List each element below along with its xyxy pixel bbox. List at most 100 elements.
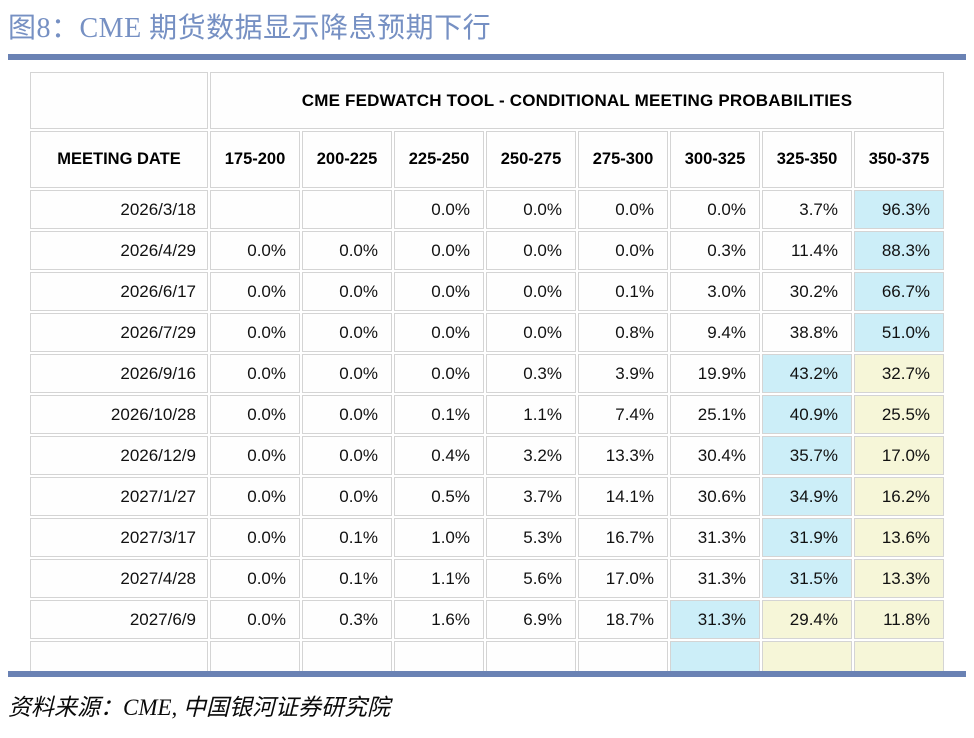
meeting-date-cell: 2027/3/17	[30, 518, 208, 557]
probability-cell: 17.0%	[578, 559, 668, 598]
probability-cell: 40.9%	[762, 395, 852, 434]
rate-range-header: 225-250	[394, 131, 484, 188]
probability-cell: 7.4%	[578, 395, 668, 434]
probability-cell: 11.4%	[762, 231, 852, 270]
table-row: 2026/3/18 0.0% 0.0% 0.0% 0.0% 3.7% 96.3%	[30, 190, 945, 229]
probability-cell: 66.7%	[854, 272, 945, 311]
probability-cell: 3.7%	[762, 190, 852, 229]
probability-cell: 31.3%	[670, 559, 760, 598]
fedwatch-table-container: CME FEDWATCH TOOL - CONDITIONAL MEETING …	[28, 70, 947, 671]
meeting-date-cell: 2027/1/27	[30, 477, 208, 516]
table-row: 2026/10/28 0.0% 0.0% 0.1% 1.1% 7.4% 25.1% 40.9%…	[30, 395, 945, 434]
probability-cell: 31.5%	[762, 559, 852, 598]
probability-cell: 30.2%	[762, 272, 852, 311]
probability-cell: 6.9%	[486, 600, 576, 639]
probability-cell	[486, 641, 576, 671]
probability-cell: 5.6%	[486, 559, 576, 598]
probability-cell: 13.3%	[578, 436, 668, 475]
probability-cell	[670, 641, 760, 671]
meeting-date-cell: 2026/10/28	[30, 395, 208, 434]
probability-cell: 3.9%	[578, 354, 668, 393]
probability-cell: 0.0%	[210, 600, 300, 639]
probability-cell: 29.4%	[762, 600, 852, 639]
probability-cell: 3.2%	[486, 436, 576, 475]
probability-cell: 0.1%	[302, 518, 392, 557]
probability-cell	[210, 641, 300, 671]
meeting-date-cell: 2026/6/17	[30, 272, 208, 311]
meeting-date-cell: 2026/7/29	[30, 313, 208, 352]
rate-range-header: 300-325	[670, 131, 760, 188]
probability-cell: 96.3%	[854, 190, 945, 229]
probability-cell: 0.0%	[302, 354, 392, 393]
rate-range-header: 200-225	[302, 131, 392, 188]
probability-cell: 13.6%	[854, 518, 945, 557]
meeting-date-cell: 2026/12/9	[30, 436, 208, 475]
table-row: 2027/1/27 0.0% 0.0% 0.5% 3.7% 14.1% 30.6% 34.9%…	[30, 477, 945, 516]
probability-cell: 0.0%	[578, 231, 668, 270]
probability-cell	[578, 641, 668, 671]
report-figure: 图8：CME 期货数据显示降息预期下行 CME FEDWATCH TOOL - …	[0, 12, 974, 722]
probability-cell: 13.3%	[854, 559, 945, 598]
probability-cell: 17.0%	[854, 436, 945, 475]
probability-cell: 35.7%	[762, 436, 852, 475]
probability-cell: 0.3%	[486, 354, 576, 393]
table-row: 2027/3/17 0.0% 0.1% 1.0% 5.3% 16.7% 31.3% 31.9%…	[30, 518, 945, 557]
bottom-divider	[8, 671, 966, 677]
probability-cell: 0.0%	[486, 231, 576, 270]
probability-cell: 0.3%	[302, 600, 392, 639]
probability-cell: 0.1%	[302, 559, 392, 598]
table-row: 2026/7/29 0.0% 0.0% 0.0% 0.0% 0.8% 9.4% 38.8% 51…	[30, 313, 945, 352]
probability-cell: 0.0%	[394, 354, 484, 393]
probability-cell: 0.0%	[210, 518, 300, 557]
probability-cell: 0.0%	[210, 559, 300, 598]
meeting-date-cell: 2026/4/29	[30, 231, 208, 270]
probability-cell	[762, 641, 852, 671]
probability-cell: 3.7%	[486, 477, 576, 516]
probability-cell: 38.8%	[762, 313, 852, 352]
probability-cell: 16.7%	[578, 518, 668, 557]
probability-cell: 0.0%	[302, 231, 392, 270]
probability-cell: 0.0%	[302, 395, 392, 434]
probability-cell: 88.3%	[854, 231, 945, 270]
meeting-date-header: MEETING DATE	[30, 131, 208, 188]
corner-cell	[30, 72, 208, 129]
table-row: 2026/6/17 0.0% 0.0% 0.0% 0.0% 0.1% 3.0% 30.2% 66…	[30, 272, 945, 311]
table-row: 2027/4/28 0.0% 0.1% 1.1% 5.6% 17.0% 31.3% 31.5%…	[30, 559, 945, 598]
probability-cell: 0.0%	[210, 436, 300, 475]
probability-cell: 0.0%	[210, 395, 300, 434]
probability-cell: 0.4%	[394, 436, 484, 475]
meeting-date-cell: 2027/6/9	[30, 600, 208, 639]
probability-cell: 1.1%	[394, 559, 484, 598]
probability-cell: 51.0%	[854, 313, 945, 352]
probability-cell: 31.9%	[762, 518, 852, 557]
table-title: CME FEDWATCH TOOL - CONDITIONAL MEETING …	[210, 72, 945, 129]
probability-cell: 0.0%	[302, 436, 392, 475]
probability-cell: 31.3%	[670, 518, 760, 557]
probability-cell: 11.8%	[854, 600, 945, 639]
probability-cell: 18.7%	[578, 600, 668, 639]
probability-cell: 9.4%	[670, 313, 760, 352]
rate-range-header: 275-300	[578, 131, 668, 188]
probability-cell: 0.5%	[394, 477, 484, 516]
rate-range-header: 325-350	[762, 131, 852, 188]
table-row: 2027/6/9 0.0% 0.3% 1.6% 6.9% 18.7% 31.3% 29.4% 1…	[30, 600, 945, 639]
probability-cell: 0.0%	[210, 354, 300, 393]
probability-cell: 0.3%	[670, 231, 760, 270]
probability-cell: 30.6%	[670, 477, 760, 516]
probability-cell: 0.8%	[578, 313, 668, 352]
table-row: 2026/9/16 0.0% 0.0% 0.0% 0.3% 3.9% 19.9% 43.2% 3…	[30, 354, 945, 393]
probability-cell: 31.3%	[670, 600, 760, 639]
probability-cell: 30.4%	[670, 436, 760, 475]
probability-cell: 0.0%	[394, 272, 484, 311]
rate-range-header: 175-200	[210, 131, 300, 188]
table-body: 2026/3/18 0.0% 0.0% 0.0% 0.0% 3.7% 96.3% 2026/4…	[30, 190, 945, 671]
probability-cell: 0.0%	[210, 231, 300, 270]
probability-cell: 0.0%	[210, 272, 300, 311]
rate-range-header: 250-275	[486, 131, 576, 188]
meeting-date-cell: 2026/3/18	[30, 190, 208, 229]
probability-cell: 0.0%	[394, 231, 484, 270]
probability-cell: 16.2%	[854, 477, 945, 516]
probability-cell: 0.0%	[302, 477, 392, 516]
probability-cell: 0.0%	[578, 190, 668, 229]
probability-cell: 34.9%	[762, 477, 852, 516]
